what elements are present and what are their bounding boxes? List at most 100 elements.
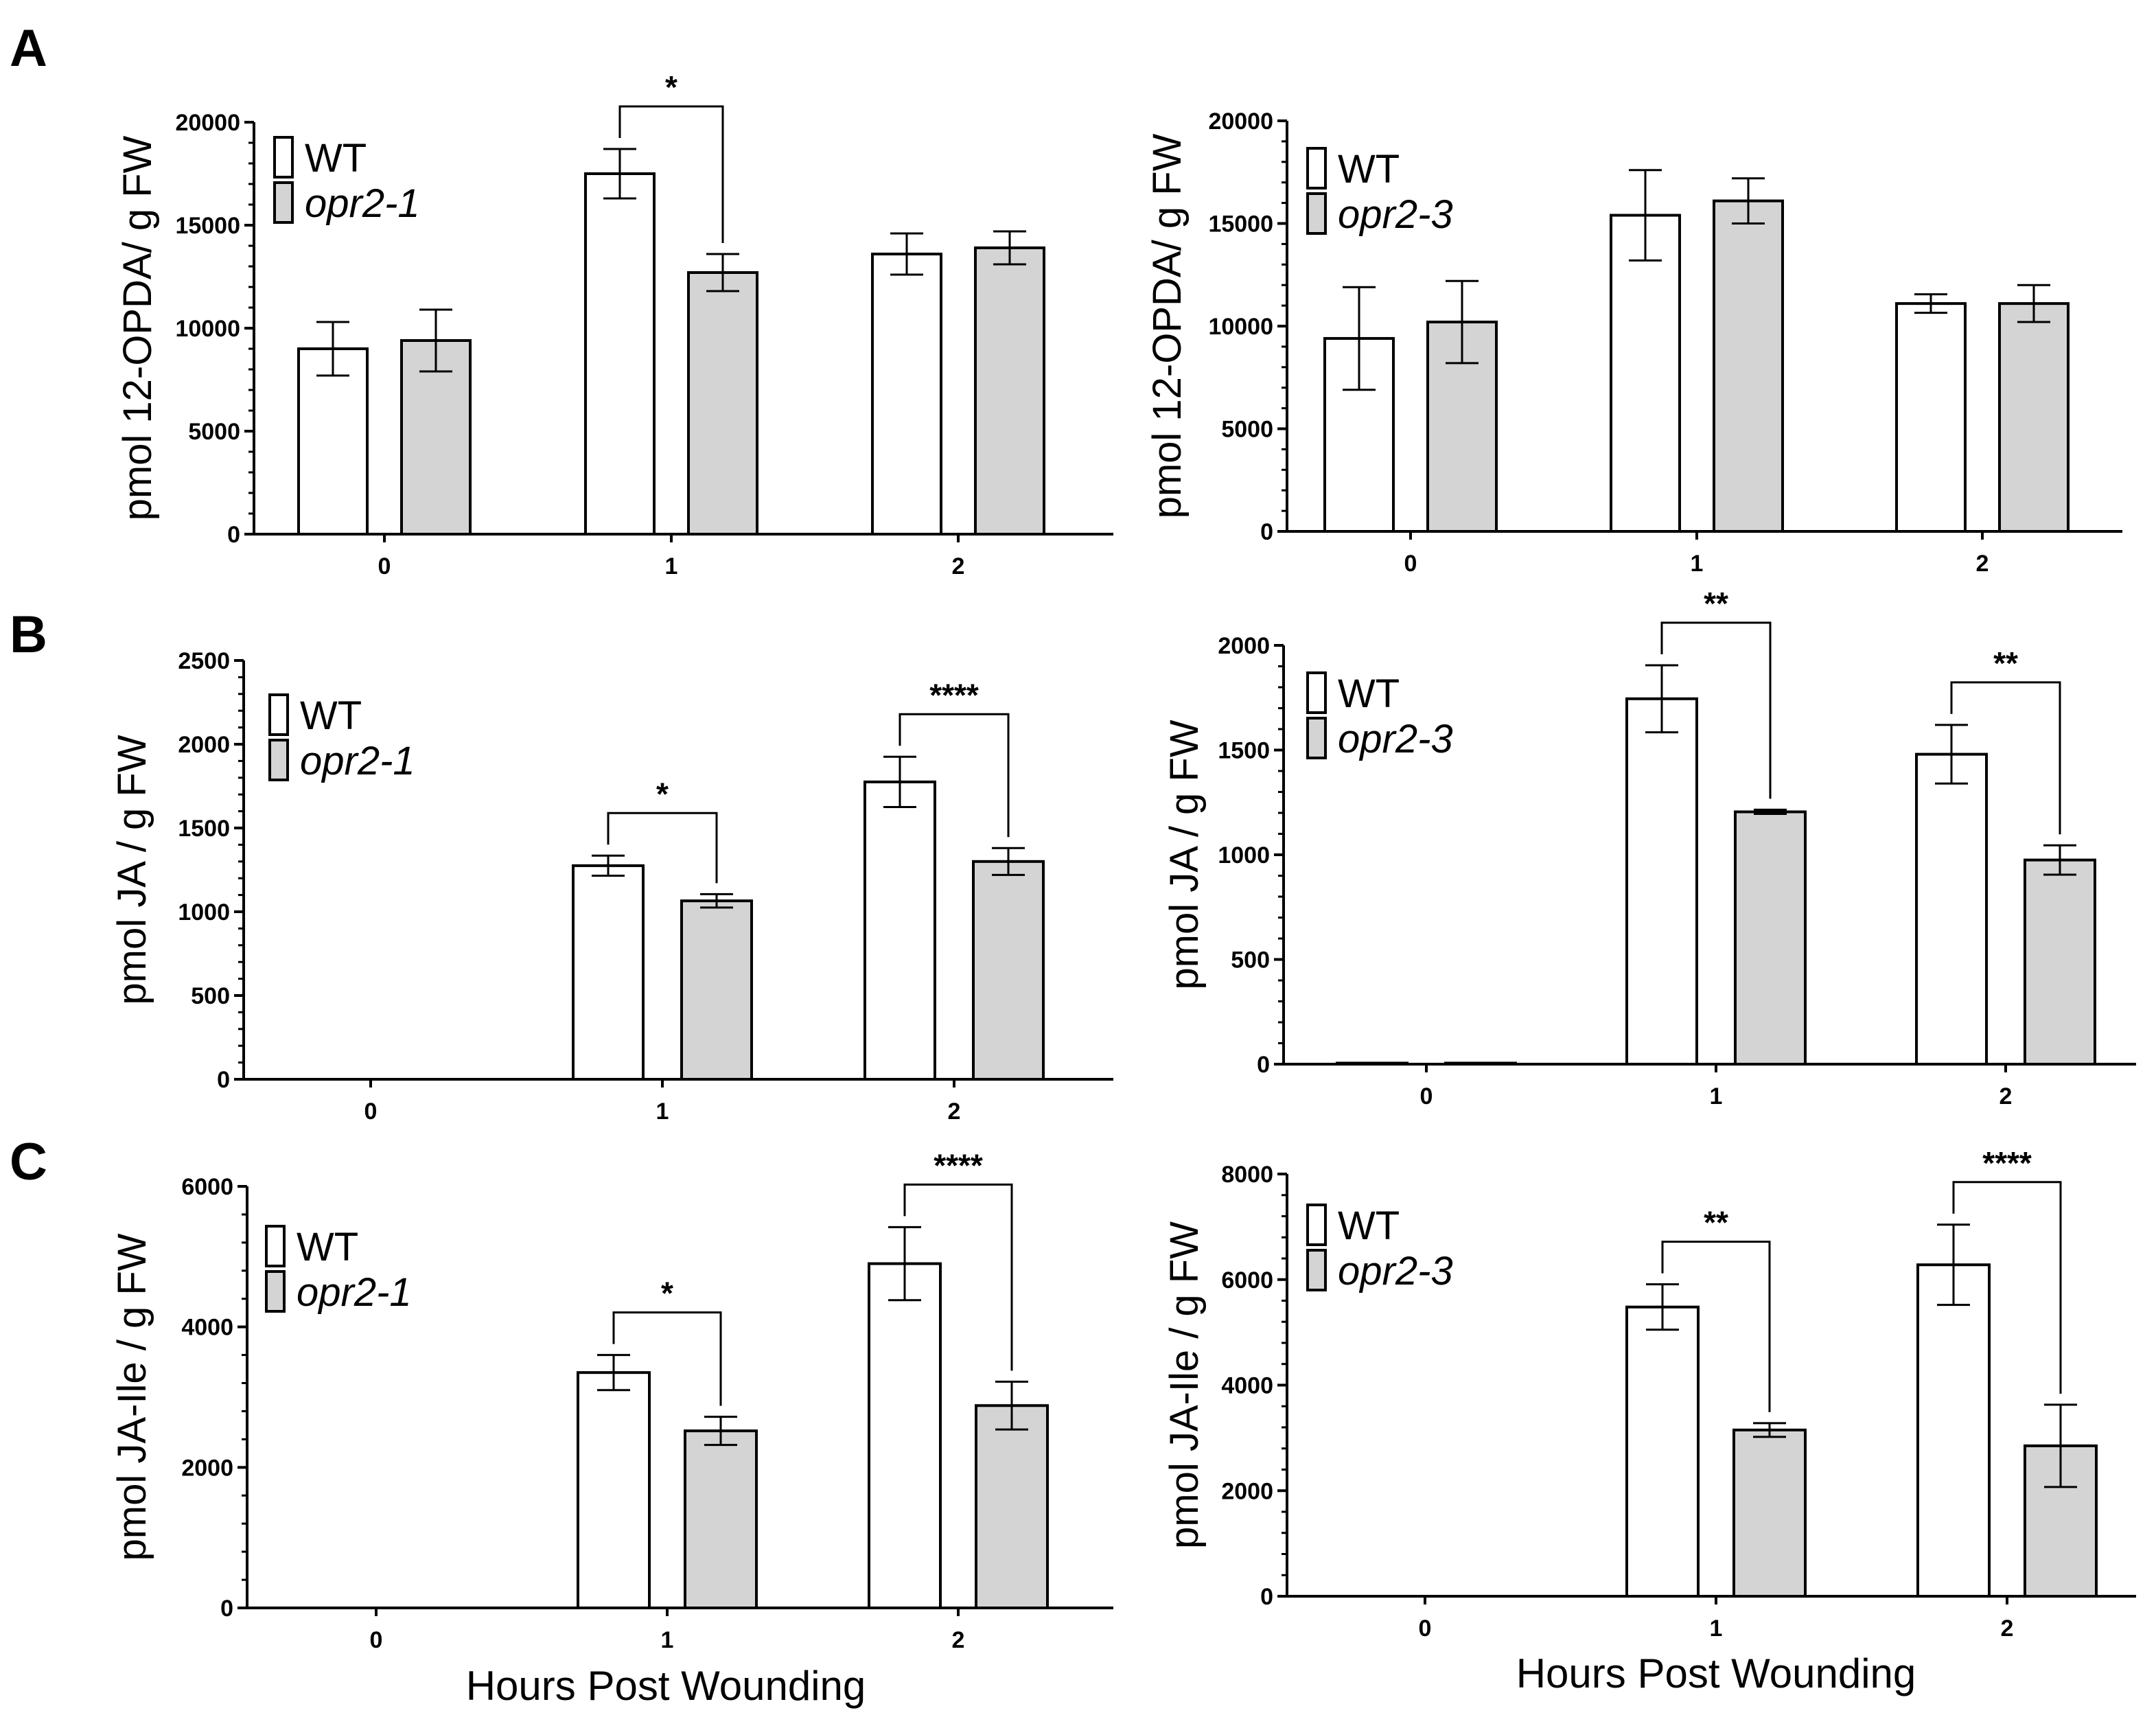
significance-bracket — [1952, 1181, 2062, 1394]
x-tick-label: 1 — [665, 553, 678, 579]
y-tick-label: 8000 — [1221, 1162, 1273, 1188]
y-tick-label: 500 — [191, 983, 230, 1009]
significance-label: **** — [929, 677, 979, 713]
bar-mutant — [1732, 1428, 1807, 1598]
y-tick-label: 2000 — [178, 732, 230, 758]
x-tick-label: 2 — [952, 553, 965, 579]
significance-bracket — [612, 1311, 722, 1406]
y-tick-label: 0 — [227, 522, 240, 548]
significance-label: * — [665, 69, 677, 105]
legend-swatch-wt — [1306, 1204, 1327, 1246]
x-axis-label-left: Hours Post Wounding — [466, 1663, 866, 1709]
bar-wt — [1625, 697, 1698, 1066]
y-tick-label: 2000 — [1218, 633, 1270, 659]
x-tick-label: 0 — [1420, 1083, 1433, 1109]
bar-wt — [577, 1371, 651, 1610]
legend-swatch-wt — [268, 693, 289, 736]
y-axis-label: pmol JA / g FW — [1162, 720, 1207, 989]
x-axis-label-right: Hours Post Wounding — [1516, 1650, 1916, 1696]
legend-label-mutant: opr2-1 — [300, 739, 415, 783]
chart-b-opr2-3: 0 500 1000 1500 2000 pmol JA / g FW 0 1 2 ** ** WTo… — [1162, 586, 2136, 1109]
bar-wt — [1915, 752, 1988, 1066]
y-tick-label: 6000 — [181, 1174, 233, 1200]
bar-wt — [863, 780, 936, 1081]
y-tick-label: 5000 — [1221, 417, 1273, 443]
bar-mutant — [1998, 302, 2070, 533]
y-tick-label: 10000 — [175, 316, 240, 342]
x-tick-label: 1 — [1691, 551, 1704, 577]
bar-mutant — [972, 860, 1045, 1081]
y-axis-label: pmol JA / g FW — [110, 735, 154, 1004]
x-tick-label: 2 — [952, 1627, 965, 1653]
bar-wt — [297, 347, 369, 536]
bar-mutant — [974, 246, 1045, 536]
y-axis-label: pmol 12-OPDA/ g FW — [115, 135, 160, 520]
bar-wt — [1336, 1061, 1409, 1066]
legend-swatch-mutant — [1306, 192, 1327, 235]
significance-bracket — [618, 105, 724, 243]
x-tick-label: 0 — [378, 553, 391, 579]
y-tick-label: 4000 — [1221, 1373, 1273, 1399]
y-tick-label: 0 — [1260, 519, 1273, 545]
x-tick-label: 2 — [948, 1098, 961, 1125]
x-tick-label: 0 — [370, 1627, 383, 1653]
chart-a-opr2-3: 0 5000 10000 15000 20000 pmol 12-OPDA/ g FW 0 1… — [1145, 108, 2122, 577]
legend-swatch-mutant — [1306, 1249, 1327, 1291]
x-tick-label: 0 — [1419, 1615, 1432, 1642]
chart-c-opr2-3: 0 2000 4000 6000 8000 pmol JA-Ile / g FW 0 1 2 **… — [1162, 1145, 2136, 1642]
legend-label-wt: WT — [300, 693, 362, 738]
legend-label-wt: WT — [305, 136, 367, 181]
significance-label: * — [656, 776, 669, 812]
legend-label-wt: WT — [1338, 671, 1400, 716]
y-tick-label: 15000 — [1208, 211, 1273, 238]
legend-swatch-mutant — [268, 739, 289, 781]
y-tick-label: 1000 — [178, 899, 230, 925]
x-tick-label: 1 — [1710, 1615, 1723, 1642]
y-axis-label: pmol JA-Ile / g FW — [1162, 1221, 1207, 1549]
x-tick-label: 1 — [1710, 1083, 1723, 1109]
legend-swatch-wt — [1306, 671, 1327, 714]
significance-bracket — [1660, 621, 1772, 799]
significance-label: **** — [934, 1147, 983, 1183]
significance-label: * — [661, 1276, 673, 1311]
y-tick-label: 15000 — [175, 213, 240, 239]
panel-letter-c: C — [10, 1133, 47, 1191]
y-tick-label: 1500 — [178, 816, 230, 842]
bar-mutant — [684, 1429, 758, 1610]
bar-wt — [572, 864, 645, 1081]
x-tick-label: 0 — [1404, 551, 1417, 577]
y-axis-label: pmol 12-OPDA/ g FW — [1145, 133, 1190, 518]
significance-label: **** — [1982, 1145, 2032, 1181]
y-tick-label: 0 — [1260, 1584, 1273, 1610]
y-tick-label: 1500 — [1218, 738, 1270, 764]
bar-mutant — [687, 271, 758, 536]
legend-label-wt: WT — [1338, 147, 1400, 192]
bar-wt — [871, 253, 942, 536]
legend-swatch-wt — [273, 136, 294, 179]
bar-mutant — [400, 339, 472, 536]
chart-a-opr2-1: 0 5000 10000 15000 20000 pmol 12-OPDA/ g FW 0 1… — [115, 69, 1113, 579]
bar-wt — [584, 172, 656, 536]
bar-mutant — [1734, 810, 1807, 1066]
legend-label-mutant: opr2-3 — [1338, 192, 1453, 237]
y-tick-label: 6000 — [1221, 1267, 1273, 1293]
y-axis-label: pmol JA-Ile / g FW — [110, 1233, 154, 1561]
x-tick-label: 2 — [1976, 551, 1989, 577]
y-tick-label: 2500 — [178, 648, 230, 674]
y-tick-label: 0 — [220, 1596, 233, 1622]
legend-swatch-mutant — [1306, 717, 1327, 759]
y-tick-label: 1000 — [1218, 842, 1270, 868]
x-tick-label: 0 — [364, 1098, 378, 1125]
legend-label-mutant: opr2-1 — [305, 181, 420, 226]
legend-label-mutant: opr2-1 — [297, 1270, 412, 1315]
significance-label: ** — [1704, 586, 1728, 621]
y-tick-label: 5000 — [188, 419, 240, 445]
significance-label: ** — [1993, 645, 2018, 681]
bar-wt — [868, 1262, 942, 1609]
y-tick-label: 20000 — [1208, 108, 1273, 135]
legend-label-mutant: opr2-3 — [1338, 717, 1453, 761]
bar-mutant — [1713, 199, 1784, 533]
